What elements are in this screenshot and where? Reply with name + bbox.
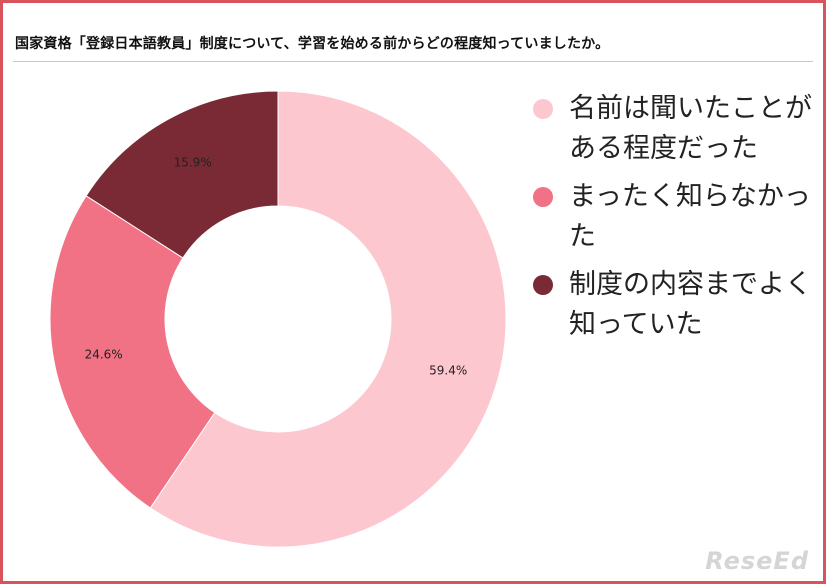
legend-label-knew-well: 制度の内容までよく知っていた xyxy=(569,269,812,340)
legend-item-not-known: まったく知らなかった xyxy=(533,177,813,257)
donut-slice-1 xyxy=(49,195,216,509)
legend: 名前は聞いたことがある程度だった まったく知らなかった 制度の内容までよく知って… xyxy=(533,89,813,353)
data-label-0: 59.4% xyxy=(429,364,467,378)
data-label-2: 15.9% xyxy=(174,155,212,169)
legend-swatch-knew-well xyxy=(533,275,553,295)
legend-swatch-not-known xyxy=(533,187,553,207)
data-label-1: 24.6% xyxy=(85,347,123,361)
legend-item-heard-name: 名前は聞いたことがある程度だった xyxy=(533,89,813,169)
legend-label-heard-name: 名前は聞いたことがある程度だった xyxy=(569,93,812,164)
chart-title: 国家資格「登録日本語教員」制度について、学習を始める前からどの程度知っていました… xyxy=(15,36,610,52)
title-divider xyxy=(13,61,813,62)
watermark-logo: ReseEd xyxy=(705,547,809,575)
donut-slice-2 xyxy=(85,90,279,259)
donut-chart: 59.4% 24.6% 15.9% xyxy=(49,90,507,548)
legend-item-knew-well: 制度の内容までよく知っていた xyxy=(533,265,813,345)
donut-slice-0 xyxy=(149,90,507,548)
legend-label-not-known: まったく知らなかった xyxy=(569,181,811,252)
legend-swatch-heard-name xyxy=(533,99,553,119)
